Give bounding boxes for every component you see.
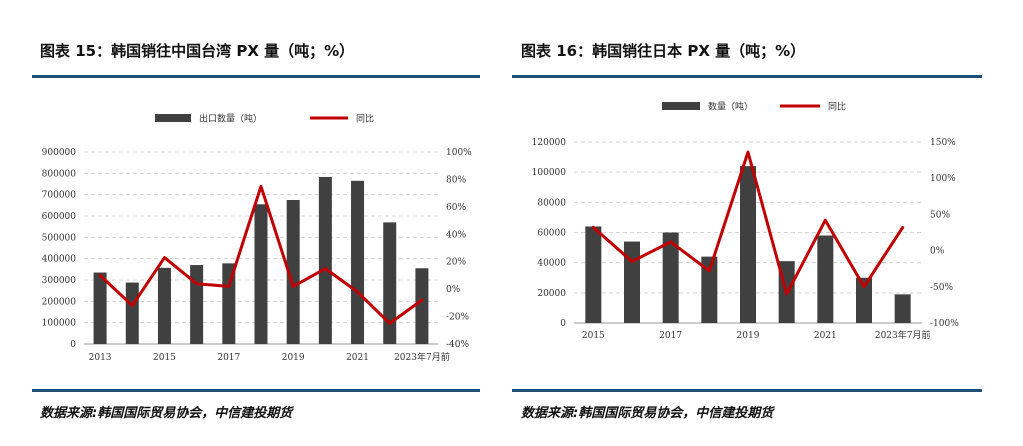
x-tick-label: 2013 — [89, 353, 112, 363]
title-rule-left — [32, 75, 480, 78]
chart-title-japan: 图表 16：韩国销往日本 PX 量（吨；%） — [521, 42, 806, 60]
bar-2017 — [662, 232, 679, 323]
y-left-tick-label: 0 — [70, 340, 76, 350]
bar-2023年7月前 — [894, 294, 911, 323]
x-tick-label: 2017 — [659, 331, 682, 341]
y-left-tick-label: 120000 — [532, 138, 567, 148]
bar-2016 — [624, 241, 640, 323]
y-left-tick-label: 60000 — [537, 229, 566, 239]
x-tick-label: 2019 — [282, 353, 305, 363]
source-note-taiwan: 数据来源:韩国国际贸易协会，中信建投期货 — [40, 406, 293, 421]
bar-2021 — [351, 180, 365, 344]
y-right-tick-label: 150% — [930, 138, 956, 148]
y-left-tick-label: 700000 — [42, 191, 77, 201]
bar-2020 — [318, 176, 332, 344]
source-rule-right — [512, 389, 982, 392]
y-right-tick-label: -40% — [446, 340, 469, 350]
legend-line-label: 同比 — [828, 101, 846, 113]
y-right-tick-label: 100% — [446, 148, 472, 158]
y-left-tick-label: 600000 — [42, 212, 77, 222]
y-right-tick-label: -100% — [930, 319, 959, 329]
yoy-line-series — [98, 184, 424, 325]
legend-bar-swatch — [662, 102, 700, 110]
bar-2015 — [585, 226, 602, 323]
x-tick-label: 2015 — [153, 353, 176, 363]
y-right-tick-label: 20% — [446, 258, 466, 268]
bar-2017 — [222, 263, 236, 344]
y-left-tick-label: 900000 — [42, 148, 77, 158]
yoy-line-series — [591, 150, 905, 296]
bar-2022 — [383, 222, 397, 344]
y-left-tick-label: 20000 — [537, 289, 566, 299]
y-left-tick-label: 100000 — [532, 168, 567, 178]
x-tick-label: 2023年7月前 — [875, 329, 931, 341]
source-note-japan: 数据来源:韩国国际贸易协会，中信建投期货 — [521, 406, 774, 421]
bar-2022 — [856, 277, 872, 323]
x-tick-label: 2017 — [217, 353, 240, 363]
legend-bar-label: 数量（吨） — [708, 101, 753, 113]
x-tick-label: 2021 — [346, 353, 369, 363]
x-tick-label: 2019 — [737, 331, 760, 341]
y-left-tick-label: 500000 — [42, 233, 77, 243]
y-left-tick-label: 200000 — [42, 297, 77, 307]
bar-2023年7月前 — [415, 268, 429, 344]
x-tick-label: 2023年7月前 — [394, 351, 450, 363]
y-right-tick-label: 40% — [446, 230, 466, 240]
y-right-tick-label: 100% — [930, 174, 956, 184]
y-left-tick-label: 800000 — [42, 169, 77, 179]
title-rule-right — [512, 75, 982, 78]
bar-2018 — [701, 256, 718, 323]
chart-title-taiwan: 图表 15：韩国销往中国台湾 PX 量（吨；%） — [40, 42, 355, 60]
bar-2021 — [817, 235, 834, 323]
bar-2016 — [190, 265, 204, 344]
source-rule-left — [32, 389, 480, 392]
y-right-tick-label: 0% — [446, 285, 461, 295]
y-right-tick-label: -50% — [930, 283, 953, 293]
bar-2015 — [157, 267, 171, 344]
y-left-tick-label: 80000 — [537, 198, 566, 208]
y-left-tick-label: 40000 — [537, 259, 566, 269]
y-left-tick-label: 300000 — [42, 276, 77, 286]
legend-line-label: 同比 — [356, 113, 374, 125]
legend-bar-label: 出口数量（吨） — [199, 113, 262, 125]
y-left-tick-label: 100000 — [42, 319, 77, 329]
y-left-tick-label: 0 — [560, 319, 566, 329]
japan-px-chart: 0 20000 40000 60000 80000 100000 120000 -100% -5… — [532, 101, 960, 342]
y-right-tick-label: 50% — [930, 210, 950, 220]
y-right-tick-label: -20% — [446, 313, 469, 323]
taiwan-px-chart: 0 100000 200000 300000 400000 500000 600000 700… — [42, 113, 473, 364]
y-right-tick-label: 60% — [446, 203, 466, 213]
x-tick-label: 2021 — [814, 331, 837, 341]
legend-bar-swatch — [155, 114, 191, 122]
bar-2014 — [125, 282, 139, 344]
bar-2013 — [93, 272, 107, 344]
y-left-tick-label: 400000 — [42, 255, 77, 265]
bar-2019 — [740, 166, 756, 323]
bar-2019 — [286, 200, 300, 344]
y-right-tick-label: 80% — [446, 175, 466, 185]
x-tick-label: 2015 — [582, 331, 605, 341]
y-right-tick-label: 0% — [930, 247, 945, 257]
bar-2018 — [254, 204, 268, 344]
